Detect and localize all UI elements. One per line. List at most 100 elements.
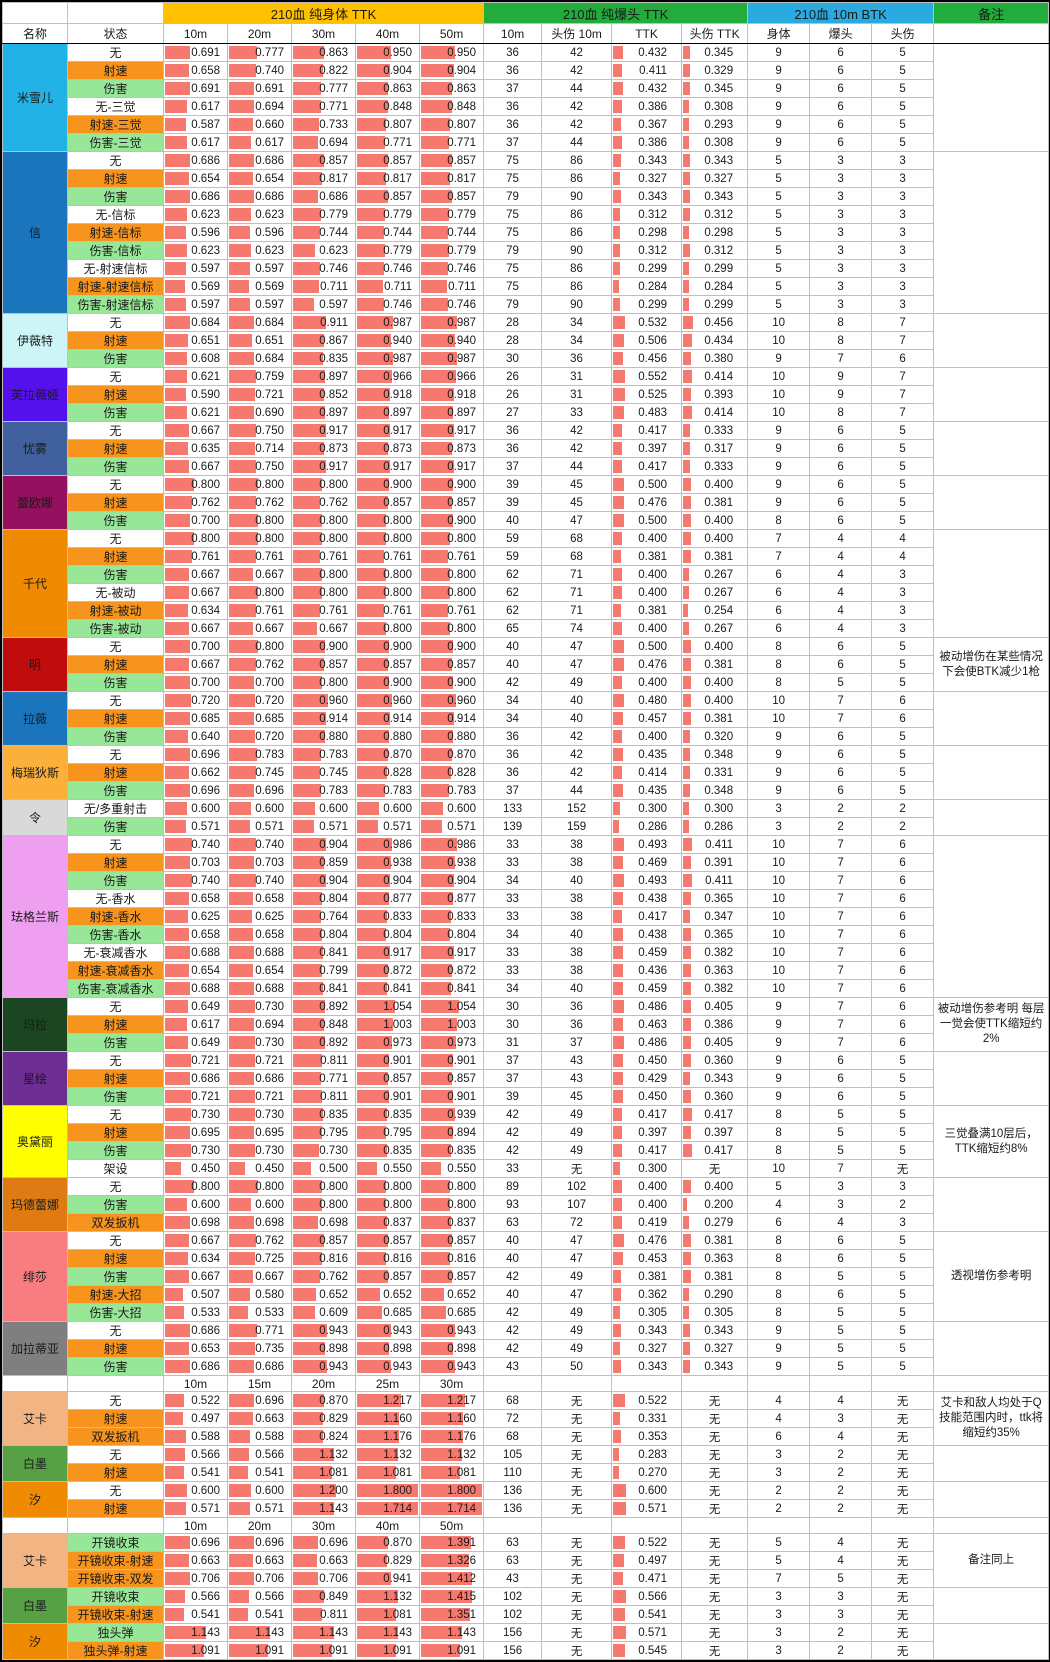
body-ttk-cell-label: 0.857 (319, 658, 348, 671)
headshot-value-cell: 47 (541, 1249, 613, 1268)
headshot-ttk-cell-label: 0.397 (638, 1126, 668, 1139)
table-row: 伤害 0.571 0.571 0.571 0.571 0.571 139 159 0.286 0.… (3, 817, 1049, 836)
data-bar (293, 964, 322, 977)
btk-cell: 5 (747, 259, 811, 278)
btk-cell: 3 (809, 1587, 873, 1606)
data-bar (293, 100, 321, 113)
btk-cell: 2 (747, 1481, 811, 1500)
body-ttk-cell: 0.857 (355, 1069, 420, 1088)
btk-cell: 9 (747, 1321, 811, 1340)
data-bar (293, 298, 315, 311)
character-name-cell-label: 信 (28, 226, 41, 240)
data-bar (229, 910, 252, 923)
body-ttk-cell: 0.807 (355, 115, 420, 134)
body-ttk-cell: 0.761 (355, 547, 420, 566)
headshot-value-cell: 37 (483, 781, 543, 800)
body-ttk-cell: 0.857 (418, 493, 485, 512)
data-bar (357, 64, 390, 77)
headshot-ttk-cell: 0.456 (611, 349, 683, 368)
headshot-ttk-cell-label: 0.283 (638, 1448, 668, 1461)
btk-cell-label: 7 (837, 1000, 844, 1013)
state-cell-label: 开镜收束-射速 (77, 1554, 154, 1568)
body-ttk-cell: 0.507 (163, 1285, 228, 1304)
data-bar (229, 1144, 256, 1157)
btk-cell-label: 2 (837, 1466, 844, 1479)
btk-cell: 2 (809, 1623, 873, 1642)
body-ttk-cell-label: 0.800 (447, 568, 477, 581)
body-ttk-cell-label: 0.653 (191, 1342, 220, 1355)
btk-cell: 6 (871, 889, 935, 908)
state-cell: 无-香水 (67, 889, 164, 908)
data-bar (421, 244, 450, 257)
data-bar (683, 838, 692, 851)
btk-cell: 5 (871, 637, 935, 656)
column-header-distance: 30m (291, 23, 356, 44)
headshot-ttk-cell-label: 0.270 (638, 1466, 668, 1479)
data-bar (613, 406, 624, 419)
body-ttk-cell-label: 0.950 (447, 46, 477, 59)
btk-cell: 9 (747, 727, 811, 746)
headshot-ttk-cell-label: 0.360 (704, 1090, 734, 1103)
headshot-value-cell: 33 (483, 943, 543, 962)
body-ttk-cell-label: 1.143 (191, 1626, 220, 1639)
body-ttk-cell-label: 0.600 (191, 1198, 220, 1211)
btk-cell-label: 8 (837, 406, 844, 419)
state-cell: 射速 (67, 61, 164, 80)
body-ttk-cell-label: 0.852 (319, 388, 348, 401)
headshot-value-cell-label: 45 (570, 1090, 583, 1103)
btk-cell: 无 (871, 1481, 935, 1500)
btk-cell: 5 (871, 1249, 935, 1268)
body-ttk-cell-label: 0.849 (319, 1590, 348, 1603)
body-ttk-cell-label: 0.807 (383, 118, 412, 131)
state-cell-label: 伤害 (103, 352, 128, 366)
btk-cell-label: 7 (837, 892, 844, 905)
data-bar (165, 928, 189, 941)
body-ttk-cell: 1.143 (291, 1623, 356, 1642)
body-ttk-cell: 0.835 (355, 1141, 420, 1160)
btk-cell: 5 (871, 457, 935, 476)
data-bar (421, 856, 455, 869)
body-ttk-cell: 0.654 (163, 169, 228, 188)
btk-cell-label: 5 (775, 1554, 782, 1567)
btk-cell: 5 (871, 1231, 935, 1250)
headshot-value-cell: 36 (483, 727, 543, 746)
state-cell-label: 无 (109, 478, 122, 492)
headshot-value-cell-label: 34 (506, 712, 519, 725)
body-ttk-cell-label: 1.091 (383, 1644, 412, 1657)
state-cell-label: 伤害 (103, 874, 128, 888)
headshot-value-cell-label: 36 (570, 352, 583, 365)
body-ttk-cell-label: 0.804 (447, 928, 477, 941)
data-bar (613, 1162, 620, 1175)
headshot-ttk-cell-label: 0.299 (704, 262, 734, 275)
body-ttk-cell: 0.730 (227, 1141, 292, 1160)
body-ttk-cell-label: 0.684 (255, 316, 284, 329)
body-ttk-cell-label: 0.667 (191, 460, 220, 473)
data-bar (613, 1144, 623, 1157)
btk-cell-label: 5 (899, 1252, 906, 1265)
btk-cell-label: 6 (837, 424, 844, 437)
body-ttk-cell: 1.217 (418, 1391, 485, 1410)
headshot-ttk-cell-label: 0.305 (638, 1306, 668, 1319)
body-ttk-cell-label: 0.898 (383, 1342, 412, 1355)
headshot-value-cell-label: 90 (570, 190, 583, 203)
btk-cell-label: 5 (775, 190, 782, 203)
headshot-ttk-cell: 无 (681, 1623, 749, 1642)
btk-cell: 无 (871, 1463, 935, 1482)
btk-cell-label: 9 (837, 388, 844, 401)
state-cell-label: 独头弹-射速 (83, 1644, 148, 1658)
data-bar (165, 208, 188, 221)
body-ttk-cell: 0.943 (355, 1321, 420, 1340)
data-bar (421, 280, 447, 293)
headshot-value-cell-label: 68 (506, 1394, 519, 1407)
body-ttk-cell-label: 0.857 (383, 1072, 412, 1085)
state-cell-label: 射速 (103, 1126, 128, 1140)
data-bar (357, 1054, 390, 1067)
headshot-value-cell: 89 (483, 1177, 543, 1196)
headshot-value-cell-label: 59 (506, 550, 519, 563)
headshot-value-cell-label: 42 (506, 1270, 519, 1283)
data-bar (683, 1342, 690, 1355)
headshot-ttk-cell-label: 0.500 (638, 640, 668, 653)
data-bar (165, 1252, 188, 1265)
state-cell: 射速 (67, 493, 164, 512)
body-ttk-cell: 0.623 (163, 205, 228, 224)
